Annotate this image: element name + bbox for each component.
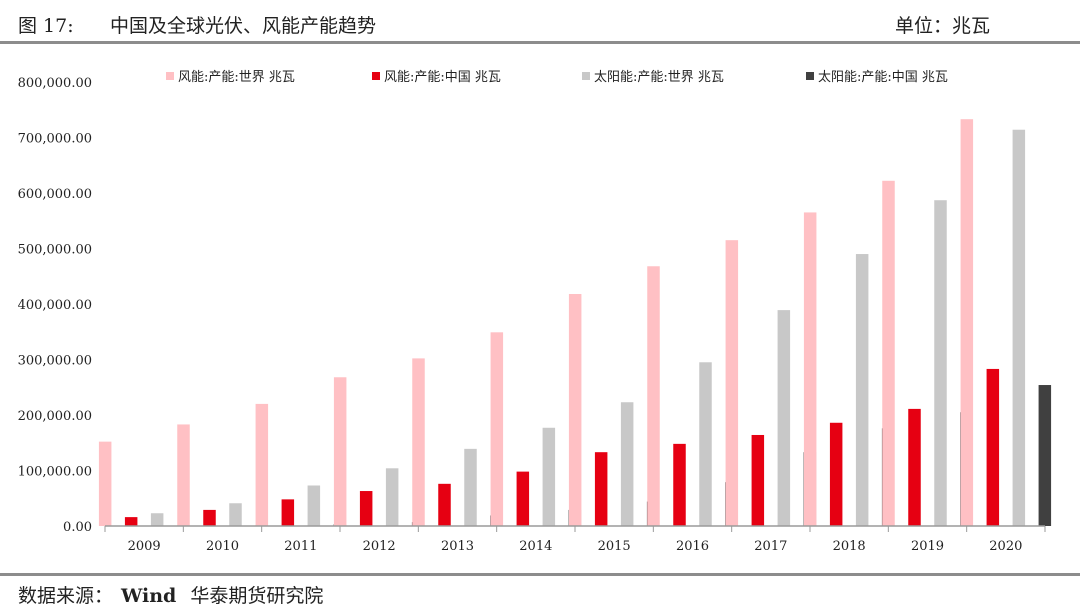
- bar: [333, 377, 347, 526]
- x-axis: 2009 2010 2011 2012 2013 2014 2015 2016 2017 2018…: [104, 525, 1046, 554]
- x-tick-label: 2012: [363, 539, 396, 554]
- bar: [908, 408, 921, 526]
- figure-footer: 数据来源： Wind 华泰期货研究院: [18, 581, 323, 608]
- figure-title: 中国及全球光伏、风能产能趋势: [110, 15, 377, 37]
- bar-chart: 风能:产能:世界 兆瓦 风能:产能:中国 兆瓦 太阳能:产能:世界 兆瓦 太阳能:产能…: [18, 70, 1052, 554]
- x-tick-label: 2019: [911, 539, 944, 554]
- x-tick-label: 2015: [598, 539, 631, 554]
- bar: [412, 358, 425, 526]
- x-tick-label: 2010: [206, 539, 239, 554]
- bar: [124, 517, 138, 526]
- bar: [359, 491, 373, 526]
- bar: [516, 471, 530, 526]
- x-tick-label: 2018: [833, 539, 866, 554]
- bar: [177, 424, 190, 526]
- y-tick-label: 800,000.00: [18, 76, 92, 91]
- legend-swatch: [806, 72, 814, 80]
- bar: [699, 362, 712, 526]
- bar: [385, 468, 399, 526]
- y-tick-label: 600,000.00: [18, 187, 92, 202]
- bar: [464, 448, 477, 526]
- bar: [307, 485, 321, 526]
- footer-divider: [0, 573, 1080, 576]
- bar: [751, 434, 765, 526]
- bar: [725, 240, 739, 527]
- bar: [960, 119, 974, 526]
- source-name: Wind: [121, 585, 177, 607]
- y-tick-label: 300,000.00: [18, 354, 92, 369]
- bar: [98, 441, 112, 526]
- bar: [490, 332, 504, 526]
- bar: [777, 310, 791, 526]
- legend-label: 太阳能:产能:中国 兆瓦: [818, 70, 948, 85]
- legend-label: 风能:产能:世界 兆瓦: [178, 70, 295, 85]
- y-tick-label: 100,000.00: [18, 465, 92, 480]
- x-tick-label: 2014: [519, 539, 552, 554]
- x-tick-label: 2016: [676, 539, 709, 554]
- y-tick-label: 500,000.00: [18, 243, 92, 258]
- bars: [98, 119, 1052, 527]
- legend-swatch: [166, 72, 174, 80]
- bar: [647, 266, 660, 526]
- bar: [438, 483, 451, 526]
- chart-legend: 风能:产能:世界 兆瓦 风能:产能:中国 兆瓦 太阳能:产能:世界 兆瓦 太阳能:产能…: [166, 70, 948, 85]
- bar: [542, 427, 556, 526]
- y-tick-label: 0.00: [63, 520, 92, 535]
- legend-label: 风能:产能:中国 兆瓦: [384, 70, 501, 85]
- bar: [150, 513, 164, 526]
- legend-label: 太阳能:产能:世界 兆瓦: [594, 70, 724, 85]
- figure-header: 图 17: 中国及全球光伏、风能产能趋势 单位：兆瓦: [0, 0, 1080, 44]
- bar: [803, 212, 817, 527]
- bar: [1012, 129, 1026, 527]
- x-tick-label: 2017: [754, 539, 787, 554]
- bar: [568, 294, 582, 526]
- bar: [673, 443, 686, 526]
- bar: [255, 403, 269, 526]
- bar: [855, 254, 869, 527]
- y-tick-label: 400,000.00: [18, 298, 92, 313]
- y-tick-label: 700,000.00: [18, 132, 92, 147]
- x-tick-label: 2020: [989, 539, 1022, 554]
- bar: [986, 368, 1000, 526]
- bar: [829, 422, 843, 526]
- y-axis: 0.00 100,000.00 200,000.00 300,000.00 400,00…: [18, 76, 92, 535]
- unit-label: 单位：兆瓦: [894, 15, 990, 37]
- source-label: 数据来源：: [18, 585, 114, 607]
- bar: [934, 200, 947, 526]
- bar: [1038, 385, 1052, 526]
- bar: [882, 180, 895, 527]
- organization-name: 华泰期货研究院: [190, 585, 324, 607]
- bar: [594, 452, 608, 526]
- figure-number: 图 17:: [18, 15, 74, 37]
- bar: [620, 402, 634, 526]
- legend-swatch: [582, 72, 590, 80]
- legend-swatch: [372, 72, 380, 80]
- x-tick-label: 2013: [441, 539, 474, 554]
- bar: [203, 509, 216, 526]
- y-tick-label: 200,000.00: [18, 409, 92, 424]
- x-tick-label: 2009: [128, 539, 161, 554]
- bar: [229, 503, 242, 526]
- bar: [281, 499, 295, 526]
- x-tick-label: 2011: [284, 539, 317, 554]
